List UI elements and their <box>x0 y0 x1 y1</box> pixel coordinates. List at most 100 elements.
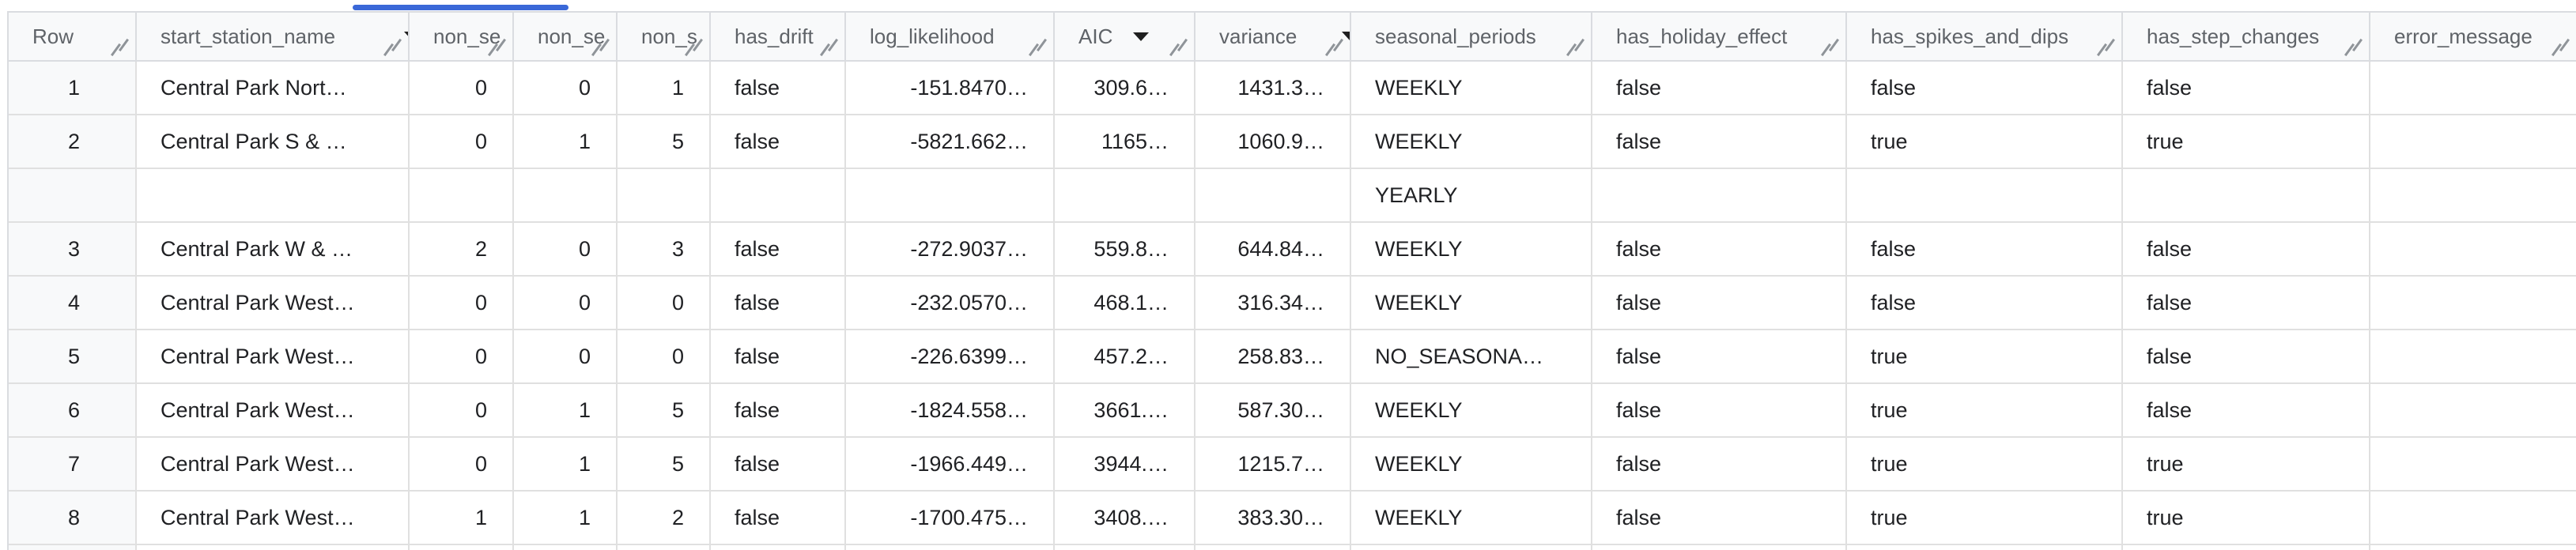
cell-has_holiday_effect: false <box>1592 492 1847 544</box>
column-resize-handle-icon[interactable] <box>821 38 841 57</box>
cell-has_step_changes: false <box>2123 330 2370 382</box>
cell-has_spikes_and_dips: true <box>1847 115 2123 168</box>
row-number-cell <box>9 169 137 221</box>
column-header-non_se[interactable]: non_se <box>410 13 514 60</box>
table-row: 4 Central Park West… 0 0 0 false -232.0570… 468… <box>9 277 2576 330</box>
partial-cell <box>2123 545 2370 550</box>
column-header-label: seasonal_periods <box>1375 24 1536 48</box>
cell-has_drift: false <box>711 330 846 382</box>
cell-non_se <box>410 169 514 221</box>
cell-has_step_changes: true <box>2123 438 2370 490</box>
cell-has_step_changes: true <box>2123 115 2370 168</box>
column-menu-arrow-icon[interactable] <box>1342 32 1350 40</box>
column-resize-handle-icon[interactable] <box>686 38 706 57</box>
cell-error_message <box>2370 115 2576 168</box>
cell-seasonal_periods: YEARLY <box>1351 169 1592 221</box>
column-resize-handle-icon[interactable] <box>1029 38 1050 57</box>
cell-has_drift: false <box>711 62 846 114</box>
cell-log_likelihood <box>846 169 1055 221</box>
cell-start_station_name: Central Park W & … <box>137 223 410 275</box>
partial-cell <box>137 545 410 550</box>
cell-non_s: 5 <box>618 115 711 168</box>
table-row: 1 Central Park Nort… 0 0 1 false -151.8470… 309… <box>9 62 2576 115</box>
column-resize-handle-icon[interactable] <box>384 38 405 57</box>
column-header-variance[interactable]: variance <box>1195 13 1351 60</box>
table-row: 8 Central Park West… 1 1 2 false -1700.475… 340… <box>9 492 2576 545</box>
column-resize-handle-icon[interactable] <box>2098 38 2118 57</box>
column-header-has_drift[interactable]: has_drift <box>711 13 846 60</box>
table-subrow: YEARLY <box>9 169 2576 223</box>
partial-cell <box>2370 545 2576 550</box>
column-header-label: AIC <box>1078 24 1113 48</box>
table-row: 5 Central Park West… 0 0 0 false -226.6399… 457… <box>9 330 2576 384</box>
column-header-label: variance <box>1219 24 1297 48</box>
column-resize-handle-icon[interactable] <box>1567 38 1588 57</box>
column-resize-handle-icon[interactable] <box>1326 38 1347 57</box>
cell-seasonal_periods: WEEKLY <box>1351 115 1592 168</box>
column-header-log_likelihood[interactable]: log_likelihood <box>846 13 1055 60</box>
cell-log_likelihood: -151.8470… <box>846 62 1055 114</box>
column-header-non_se[interactable]: non_se <box>514 13 618 60</box>
column-header-start_station_name[interactable]: start_station_name <box>137 13 410 60</box>
cell-has_holiday_effect: false <box>1592 62 1847 114</box>
results-table: Row start_station_name non_se non_se non_s ha… <box>9 11 2576 550</box>
column-resize-handle-icon[interactable] <box>2552 38 2573 57</box>
cell-seasonal_periods: WEEKLY <box>1351 223 1592 275</box>
column-resize-handle-icon[interactable] <box>592 38 613 57</box>
partial-row <box>9 545 2576 550</box>
row-number-cell: 2 <box>9 115 137 168</box>
column-menu-arrow-icon[interactable] <box>1133 32 1150 41</box>
column-resize-handle-icon[interactable] <box>2345 38 2366 57</box>
cell-error_message <box>2370 438 2576 490</box>
cell-non_se: 2 <box>410 223 514 275</box>
column-header-non_s[interactable]: non_s <box>618 13 711 60</box>
cell-has_holiday_effect: false <box>1592 330 1847 382</box>
cell-non_se: 0 <box>514 330 618 382</box>
cell-has_spikes_and_dips: false <box>1847 223 2123 275</box>
column-header-Row[interactable]: Row <box>9 13 137 60</box>
table-row: 3 Central Park W & … 2 0 3 false -272.9037… 559… <box>9 223 2576 277</box>
cell-has_spikes_and_dips <box>1847 169 2123 221</box>
column-header-has_spikes_and_dips[interactable]: has_spikes_and_dips <box>1847 13 2123 60</box>
column-header-has_holiday_effect[interactable]: has_holiday_effect <box>1592 13 1847 60</box>
cell-variance: 1431.3… <box>1195 62 1351 114</box>
cell-error_message <box>2370 330 2576 382</box>
column-header-error_message[interactable]: error_message <box>2370 13 2576 60</box>
column-header-seasonal_periods[interactable]: seasonal_periods <box>1351 13 1592 60</box>
column-header-label: error_message <box>2394 24 2533 48</box>
column-resize-handle-icon[interactable] <box>1822 38 1842 57</box>
column-resize-handle-icon[interactable] <box>489 38 509 57</box>
cell-has_spikes_and_dips: true <box>1847 492 2123 544</box>
column-menu-arrow-icon[interactable] <box>404 32 408 40</box>
cell-start_station_name: Central Park West… <box>137 277 410 329</box>
cell-start_station_name <box>137 169 410 221</box>
cell-non_se: 0 <box>410 438 514 490</box>
row-number-cell: 8 <box>9 492 137 544</box>
cell-seasonal_periods: NO_SEASONA… <box>1351 330 1592 382</box>
cell-seasonal_periods: WEEKLY <box>1351 492 1592 544</box>
partial-cell <box>618 545 711 550</box>
cell-AIC: 309.6… <box>1055 62 1195 114</box>
cell-error_message <box>2370 384 2576 436</box>
cell-has_step_changes: false <box>2123 62 2370 114</box>
row-number-cell: 7 <box>9 438 137 490</box>
table-header-row: Row start_station_name non_se non_se non_s ha… <box>9 11 2576 62</box>
cell-has_spikes_and_dips: true <box>1847 330 2123 382</box>
cell-error_message <box>2370 223 2576 275</box>
cell-has_step_changes: true <box>2123 492 2370 544</box>
column-header-AIC[interactable]: AIC <box>1055 13 1195 60</box>
horizontal-scrollbar-thumb[interactable] <box>353 5 568 10</box>
cell-non_se: 1 <box>514 384 618 436</box>
column-header-has_step_changes[interactable]: has_step_changes <box>2123 13 2370 60</box>
horizontal-scrollbar[interactable] <box>0 0 2576 11</box>
column-resize-handle-icon[interactable] <box>1170 38 1191 57</box>
cell-non_s: 0 <box>618 330 711 382</box>
table-row: 2 Central Park S & … 0 1 5 false -5821.662… 116… <box>9 115 2576 169</box>
cell-AIC: 457.2… <box>1055 330 1195 382</box>
cell-log_likelihood: -1824.558… <box>846 384 1055 436</box>
cell-has_spikes_and_dips: false <box>1847 62 2123 114</box>
partial-cell <box>410 545 514 550</box>
column-header-label: log_likelihood <box>870 24 995 48</box>
cell-start_station_name: Central Park Nort… <box>137 62 410 114</box>
column-resize-handle-icon[interactable] <box>111 38 132 57</box>
